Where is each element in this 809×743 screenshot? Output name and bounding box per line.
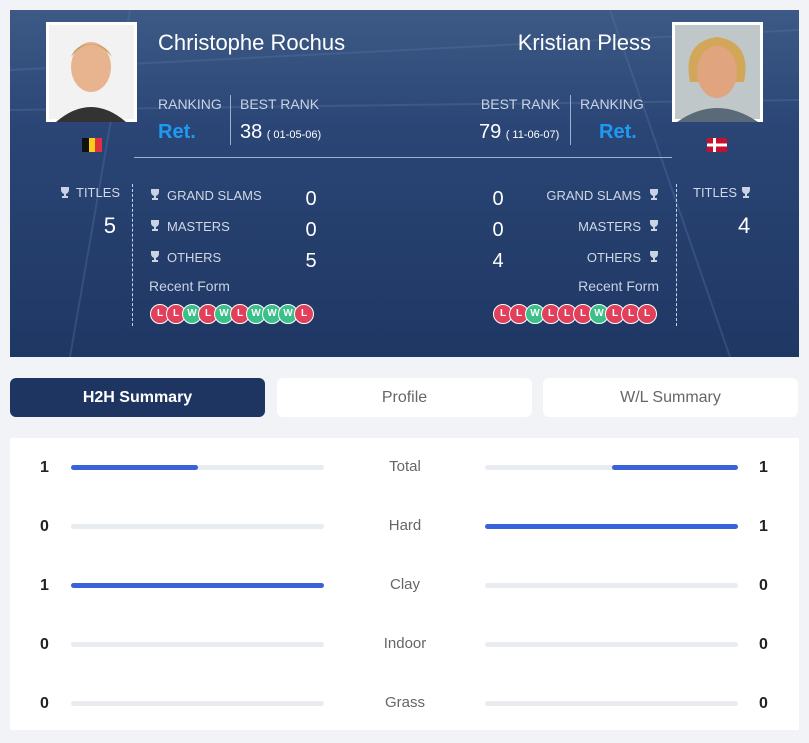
- bar-track: [485, 524, 738, 529]
- best-rank-value: 38: [240, 121, 263, 143]
- separator: [230, 95, 231, 145]
- player2-count: 0: [759, 636, 768, 653]
- player2-count: 0: [759, 577, 768, 594]
- player2-stat: 4: [492, 250, 504, 272]
- bar-track: [71, 583, 324, 588]
- player1-name: Christophe Rochus: [158, 30, 346, 55]
- player2-count: 1: [759, 459, 768, 476]
- player2-photo: [672, 22, 763, 122]
- trophy-icon: [650, 189, 658, 200]
- trophy-icon: [151, 189, 159, 200]
- bar-track: [485, 583, 738, 588]
- player2-titles: 4: [738, 213, 751, 238]
- player1-photo: [46, 22, 137, 122]
- best-rank-label: BEST RANK: [480, 96, 560, 112]
- flag-denmark: [707, 138, 727, 152]
- player2-count: 0: [759, 695, 768, 712]
- recent-form-label: Recent Form: [578, 278, 659, 294]
- bar-track: [485, 642, 738, 647]
- stat-label: GRAND SLAMS: [167, 188, 262, 203]
- player1-count: 1: [40, 459, 49, 476]
- player1-stat: 0: [305, 188, 317, 210]
- bar-track: [71, 701, 324, 706]
- best-rank-date: ( 11-06-07): [505, 129, 560, 141]
- court-background: [10, 10, 799, 357]
- titles-label: TITLES: [76, 185, 121, 200]
- separator: [570, 95, 571, 145]
- stat-label: OTHERS: [167, 250, 222, 265]
- bar-track: [485, 701, 738, 706]
- trophy-icon: [742, 187, 750, 198]
- bar-track: [71, 524, 324, 529]
- form-badge: L: [637, 304, 657, 324]
- player1-count: 1: [40, 577, 49, 594]
- player2-bar: [611, 465, 738, 470]
- stat-label: MASTERS: [578, 219, 641, 234]
- recent-form-label: Recent Form: [149, 278, 230, 294]
- form-badge: L: [493, 304, 513, 324]
- bar-track: [71, 465, 324, 470]
- trophy-icon: [151, 220, 159, 231]
- divider: [134, 157, 672, 158]
- flag-belgium: [82, 138, 102, 152]
- stat-label: OTHERS: [586, 250, 641, 265]
- trophy-icon: [650, 220, 658, 231]
- dashed-divider: [132, 184, 133, 326]
- surface-label: Hard: [388, 517, 422, 534]
- best-rank-value: 79: [479, 121, 502, 143]
- surface-label: Total: [389, 458, 421, 475]
- player1-bar: [71, 583, 324, 588]
- tab[interactable]: Profile: [277, 378, 532, 417]
- bar-track: [485, 465, 738, 470]
- player1-bar: [71, 465, 198, 470]
- player2-bar: [485, 524, 738, 529]
- player1-stat: 5: [305, 250, 317, 272]
- ranking-label: RANKING: [580, 96, 644, 112]
- player1-count: 0: [40, 695, 49, 712]
- surface-label: Clay: [389, 576, 420, 593]
- player2-stat: 0: [492, 188, 504, 210]
- player1-titles: 5: [103, 213, 116, 238]
- tab[interactable]: H2H Summary: [10, 378, 265, 417]
- form-badge: L: [294, 304, 314, 324]
- titles-label: TITLES: [693, 185, 738, 200]
- player2-stat: 0: [492, 219, 504, 241]
- stat-label: GRAND SLAMS: [546, 188, 641, 203]
- tab[interactable]: W/L Summary: [543, 378, 798, 417]
- surface-label: Grass: [384, 694, 425, 711]
- player1-ranking: Ret.: [158, 121, 196, 143]
- player2-name: Kristian Pless: [517, 30, 651, 55]
- h2h-card: 1 1 Total 0 1 Hard 1 0 Clay 0 0 Indoor 0 0 Grass: [10, 438, 799, 730]
- player1-count: 0: [40, 636, 49, 653]
- best-rank-date: ( 01-05-06): [266, 129, 322, 141]
- surface-label: Indoor: [383, 635, 427, 652]
- ranking-label: RANKING: [158, 96, 222, 112]
- dashed-divider: [676, 184, 677, 326]
- player2-best-rank: 79 ( 11-06-07): [479, 121, 559, 144]
- stat-label: MASTERS: [167, 219, 230, 234]
- player2-count: 1: [759, 518, 768, 535]
- trophy-icon: [61, 187, 69, 198]
- trophy-icon: [650, 251, 658, 262]
- player2-ranking: Ret.: [599, 121, 637, 143]
- player1-best-rank: 38 ( 01-05-06): [240, 121, 321, 144]
- bar-track: [71, 642, 324, 647]
- trophy-icon: [151, 251, 159, 262]
- player1-stat: 0: [305, 219, 317, 241]
- player1-count: 0: [40, 518, 49, 535]
- best-rank-label: BEST RANK: [240, 96, 320, 112]
- header: [10, 10, 799, 357]
